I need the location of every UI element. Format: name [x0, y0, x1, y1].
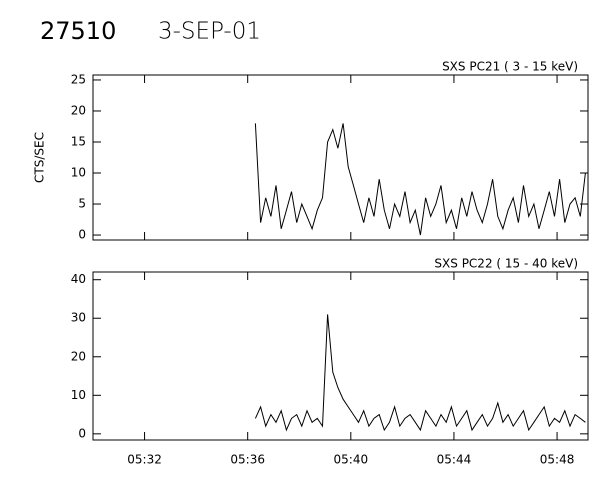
data-line [254, 314, 586, 432]
plot-frame [92, 74, 589, 241]
x-tick-label: 05:32 [127, 453, 162, 467]
y-tick-label: 40 [71, 272, 86, 286]
plot-frame [92, 271, 589, 441]
data-line [254, 123, 586, 236]
x-tick-label: 05:40 [334, 453, 369, 467]
y-tick-label: 15 [71, 134, 86, 148]
y-tick-label: 25 [71, 72, 86, 86]
y-tick-label: 0 [78, 426, 86, 440]
x-tick-label: 05:44 [437, 453, 472, 467]
y-tick-label: 10 [71, 166, 86, 180]
observation-number: 27510 [40, 17, 116, 45]
y-tick-label: 20 [71, 103, 86, 117]
y-tick-label: 30 [71, 311, 86, 325]
y-tick-label: 0 [78, 228, 86, 242]
x-tick-label: 05:48 [540, 453, 575, 467]
panel-label: SXS PC22 ( 15 - 40 keV) [434, 257, 578, 271]
y-tick-label: 5 [78, 197, 86, 211]
observation-date: 3-SEP-01 [158, 19, 261, 45]
y-tick-label: 10 [71, 388, 86, 402]
y-tick-label: 20 [71, 349, 86, 363]
panel-label: SXS PC21 ( 3 - 15 keV) [442, 60, 578, 74]
x-tick-label: 05:36 [230, 453, 265, 467]
y-axis-label: CTS/SEC [33, 132, 47, 183]
